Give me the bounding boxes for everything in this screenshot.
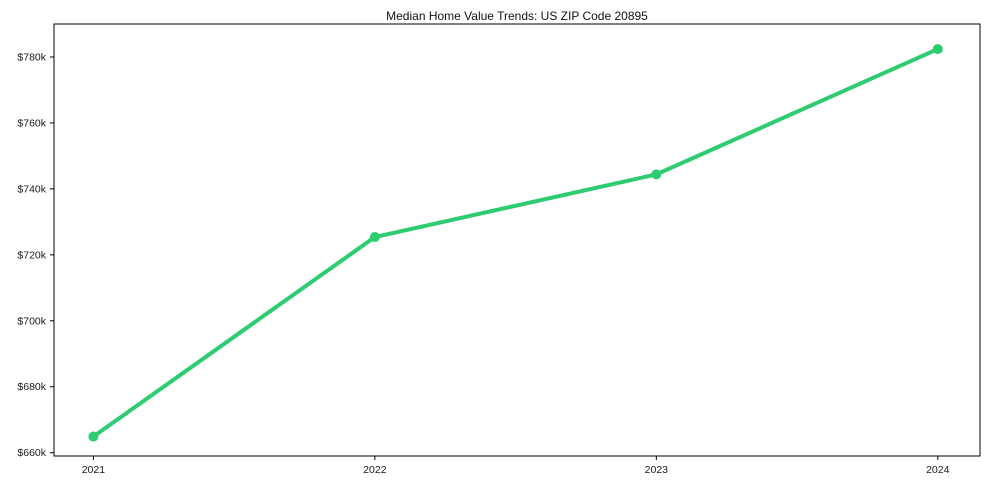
y-axis-tick-label: $740k: [17, 183, 46, 195]
y-axis-tick-label: $760k: [17, 117, 46, 129]
x-axis-tick-label: 2021: [82, 464, 106, 476]
x-axis-tick-label: 2022: [363, 464, 387, 476]
data-point-marker: [932, 44, 943, 55]
data-point-marker: [651, 169, 662, 180]
data-point-marker: [88, 431, 99, 442]
data-point-marker: [369, 232, 380, 243]
y-axis-tick-label: $700k: [17, 315, 46, 327]
x-axis-tick-label: 2024: [926, 464, 950, 476]
x-axis-tick-label: 2023: [645, 464, 669, 476]
y-axis-tick-label: $780k: [17, 51, 46, 63]
y-axis-tick-label: $680k: [17, 381, 46, 393]
plot-area: [53, 23, 981, 457]
chart-title: Median Home Value Trends: US ZIP Code 20…: [386, 9, 648, 23]
y-axis-tick-label: $660k: [17, 447, 46, 459]
y-axis-tick-label: $720k: [17, 249, 46, 261]
line-series: [91, 47, 940, 439]
